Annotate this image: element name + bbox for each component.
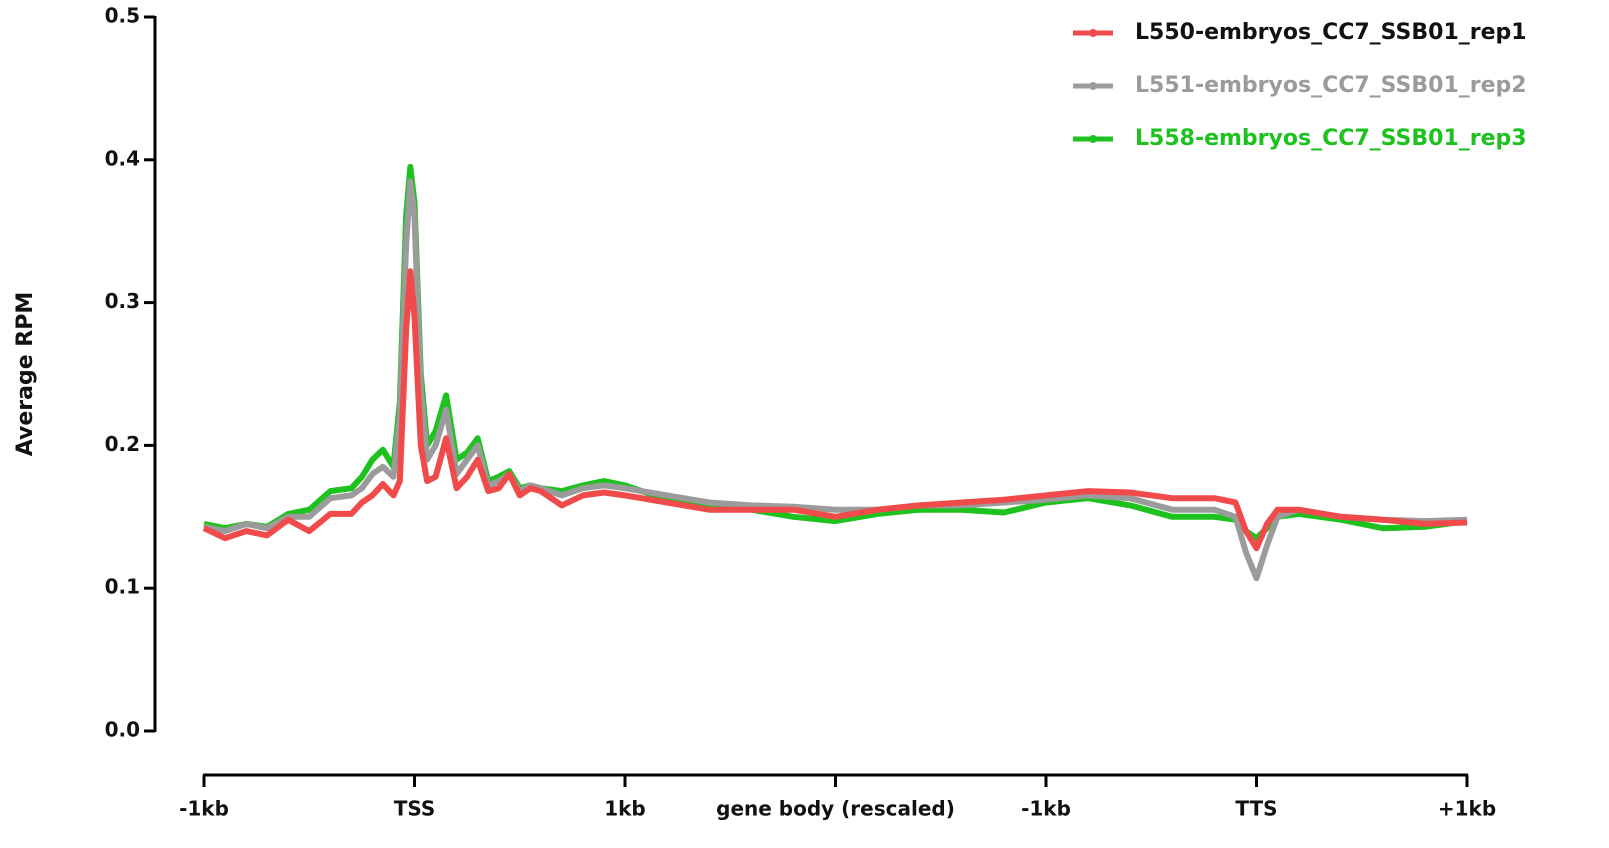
y-axis-label: Average RPM [13, 292, 38, 456]
y-tick-label: 0.4 [105, 146, 140, 170]
y-tick-label: 0.1 [105, 575, 140, 599]
legend-marker [1089, 29, 1097, 37]
legend-label: L551-embryos_CC7_SSB01_rep2 [1135, 73, 1527, 98]
legend-marker [1089, 82, 1097, 90]
y-tick-label: 0.0 [105, 718, 140, 742]
x-tick-label: TSS [394, 797, 436, 821]
x-tick-label: gene body (rescaled) [716, 797, 955, 821]
legend-marker [1089, 135, 1097, 143]
x-tick-label: -1kb [1021, 797, 1071, 821]
legend-label: L558-embryos_CC7_SSB01_rep3 [1135, 126, 1527, 151]
y-tick-label: 0.3 [105, 289, 140, 313]
y-tick-label: 0.2 [105, 432, 140, 456]
series-line [202, 268, 1468, 552]
legend-label: L550-embryos_CC7_SSB01_rep1 [1135, 20, 1527, 45]
x-tick-label: -1kb [179, 797, 229, 821]
x-tick-label: TTS [1235, 797, 1277, 821]
x-tick-label: 1kb [604, 797, 646, 821]
y-tick-label: 0.5 [105, 4, 140, 28]
x-tick-label: +1kb [1438, 797, 1496, 821]
series-line [203, 163, 1468, 542]
